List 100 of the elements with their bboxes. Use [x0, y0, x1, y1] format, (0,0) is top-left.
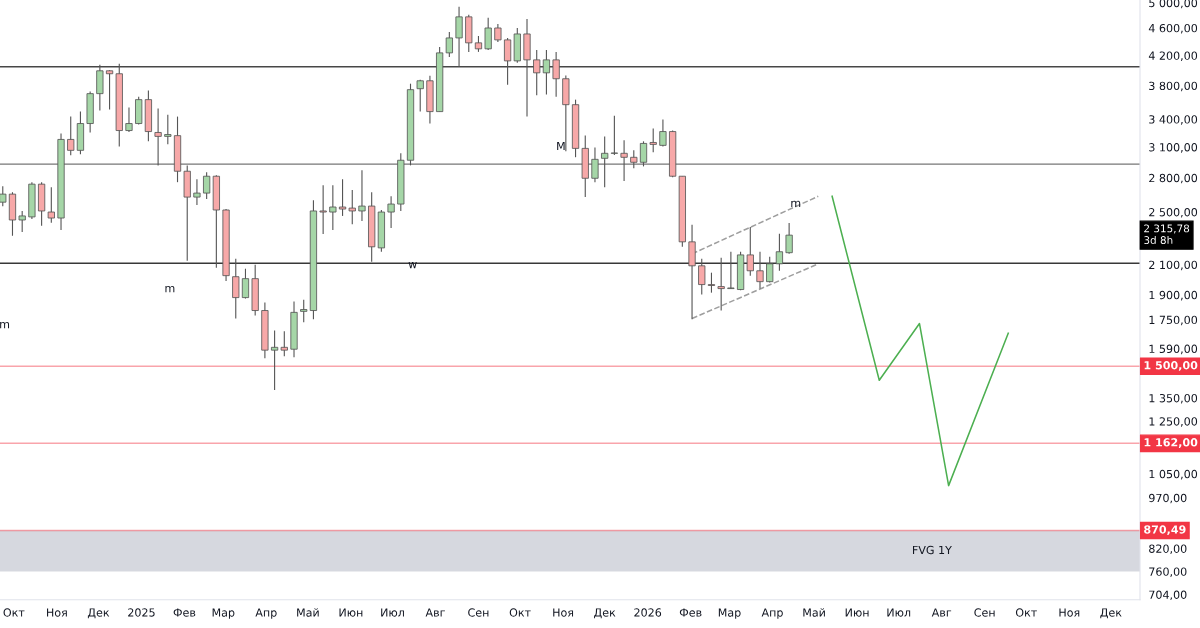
- candlestick: [164, 114, 172, 145]
- candlestick: [270, 329, 279, 391]
- y-tick-label: 1 250,00: [1149, 417, 1198, 427]
- candlestick: [18, 210, 26, 233]
- candlestick: [445, 31, 453, 58]
- candlestick: [280, 330, 288, 357]
- x-tick-label: Авг: [425, 608, 445, 617]
- candlestick: [154, 108, 162, 166]
- candlestick: [688, 224, 696, 320]
- line-series: [831, 195, 1010, 487]
- y-tick-label: 760,00: [1149, 567, 1187, 577]
- candlestick: [698, 258, 706, 295]
- annotation: m: [165, 285, 175, 293]
- x-tick-label: Окт: [509, 608, 531, 617]
- candlestick: [707, 272, 716, 294]
- y-tick-label: 3 400,00: [1149, 115, 1198, 125]
- candlestick: [300, 299, 308, 323]
- x-tick-label: Июл: [381, 608, 404, 617]
- x-tick-label: Апр: [761, 608, 783, 619]
- x-tick-label: Сен: [974, 608, 995, 617]
- candlestick: [649, 127, 657, 153]
- ref-line-label: 1 500,00: [1144, 361, 1198, 371]
- candlestick: [329, 184, 337, 231]
- candlestick: [203, 171, 211, 200]
- y-tick-label: 4 600,00: [1148, 23, 1198, 34]
- x-tick-label: Апр: [255, 608, 277, 619]
- x-tick-label: Дек: [594, 608, 616, 619]
- candlestick: [484, 17, 492, 51]
- candlestick: [348, 189, 356, 225]
- band-label: FVG 1Y: [913, 545, 952, 555]
- x-tick-label: Дек: [1100, 608, 1122, 619]
- x-tick-label: Мар: [212, 608, 235, 619]
- y-tick-label: 1 350,00: [1149, 394, 1198, 404]
- candlestick: [503, 37, 512, 86]
- x-tick-label: Июл: [887, 608, 911, 617]
- candlestick: [193, 178, 201, 206]
- x-tick-label: Фев: [173, 608, 196, 617]
- candlestick: [387, 195, 395, 229]
- candlestick: [746, 226, 754, 277]
- candlestick: [601, 135, 609, 188]
- x-tick-label: Июн: [339, 608, 363, 617]
- x-tick-label: Ноя: [47, 608, 67, 617]
- candlestick: [639, 140, 648, 167]
- x-tick-label: Окт: [3, 608, 25, 617]
- x-tick-label: Май: [297, 608, 319, 617]
- y-tick-label: 820,00: [1149, 544, 1187, 555]
- y-tick-label: 1 750,00: [1149, 315, 1198, 326]
- candlestick: [727, 251, 735, 290]
- candlestick: [610, 115, 618, 156]
- x-tick-label: 2026: [634, 608, 662, 617]
- y-tick-label: 2 100,00: [1149, 260, 1198, 271]
- candlestick: [756, 251, 764, 290]
- candlestick: [542, 49, 551, 96]
- candlestick: [0, 185, 7, 207]
- candlestick: [533, 49, 541, 96]
- x-tick-label: Ноя: [553, 608, 574, 617]
- text: 2 315,78 3d 8h: [1144, 224, 1190, 244]
- annotation: M: [557, 141, 565, 150]
- candlestick: [125, 107, 133, 133]
- y-tick-label: 704,00: [1149, 590, 1187, 601]
- candlestick: [775, 233, 784, 272]
- candlestick: [455, 6, 463, 68]
- y-tick-label: 1 900,00: [1149, 290, 1198, 301]
- x-tick-label: Май: [803, 608, 825, 617]
- x-tick-label: Мар: [718, 608, 741, 619]
- candlestick: [241, 268, 250, 300]
- candlestick: [135, 96, 143, 126]
- y-tick-label: 2 500,00: [1149, 208, 1198, 218]
- x-tick-label: Окт: [1015, 608, 1037, 617]
- x-tick-label: Фев: [679, 608, 702, 617]
- annotation: m: [0, 321, 10, 329]
- candlestick: [416, 79, 424, 113]
- x-tick-label: Дек: [87, 608, 110, 619]
- candlestick: [96, 64, 104, 112]
- candlestick: [358, 169, 366, 222]
- candlestick: [766, 256, 774, 284]
- candlestick: [47, 186, 55, 224]
- candlestick: [717, 257, 725, 312]
- y-tick-label: 970,00: [1149, 493, 1187, 504]
- y-tick-label: 4 200,00: [1148, 51, 1198, 61]
- candlestick: [591, 146, 599, 183]
- y-tick-label: 2 800,00: [1149, 173, 1198, 184]
- x-tick-label: 2025: [128, 608, 155, 617]
- ref-line-label: 870,49: [1144, 525, 1186, 536]
- annotation: m: [791, 200, 801, 207]
- y-tick-label: 3 800,00: [1149, 81, 1198, 92]
- y-tick-label: 1 050,00: [1149, 469, 1198, 480]
- candlestick: [552, 51, 560, 98]
- x-tick-label: Авг: [931, 608, 952, 617]
- candlestick: [319, 184, 327, 235]
- candlestick: [659, 119, 667, 147]
- ref-line-label: 1 162,00: [1144, 438, 1198, 448]
- candlestick: [67, 116, 75, 156]
- x-tick-label: Июн: [845, 608, 869, 617]
- candlestick: [620, 139, 628, 182]
- x-tick-label: Ноя: [1059, 608, 1080, 617]
- candlestick: [785, 222, 793, 255]
- y-tick-label: 1 590,00: [1149, 344, 1198, 355]
- y-tick-label: 3 100,00: [1149, 143, 1198, 153]
- candlestick: [232, 258, 240, 320]
